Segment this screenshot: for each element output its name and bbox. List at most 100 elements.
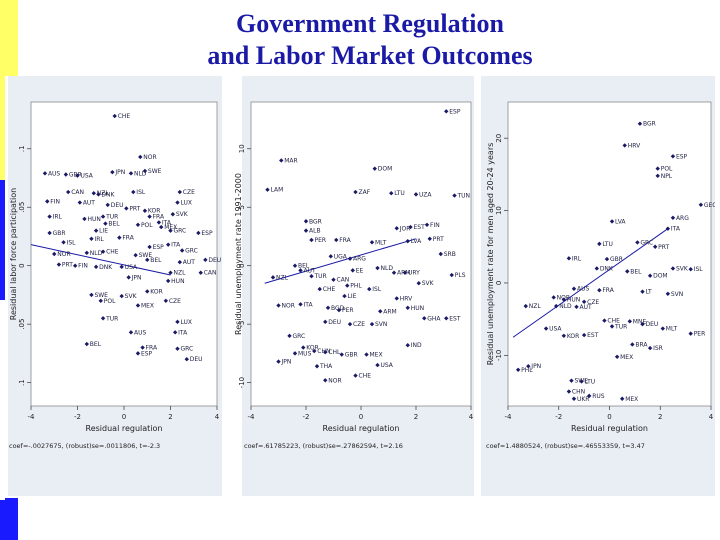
point-label: HUN (87, 216, 100, 223)
data-point (630, 342, 635, 347)
point-label: FIN (430, 222, 440, 229)
point-label: JPN (114, 169, 125, 176)
point-label: CZE (169, 298, 181, 305)
data-point (323, 350, 328, 355)
point-label: KOR (150, 288, 163, 295)
data-point (47, 230, 52, 236)
plot-area (250, 101, 472, 407)
point-label: USA (549, 326, 562, 333)
point-label: DEU (208, 257, 221, 264)
data-point (198, 270, 203, 275)
point-label: NZL (174, 270, 187, 277)
point-label: MLT (375, 239, 387, 246)
data-point (276, 359, 281, 364)
data-point (287, 333, 292, 339)
data-point (647, 273, 653, 278)
regression-note: coef=-.0027675, (robust)se=.0011806, t=-… (9, 442, 160, 450)
data-point (135, 222, 141, 227)
data-point (98, 298, 103, 303)
data-point (449, 272, 454, 278)
data-point (93, 228, 99, 233)
point-label: IND (411, 342, 422, 349)
data-point (640, 322, 645, 327)
data-point (614, 354, 620, 359)
point-label: HUN (171, 278, 184, 285)
point-label: GRC (180, 346, 193, 353)
data-point (670, 154, 676, 159)
data-point (660, 326, 665, 331)
data-point (100, 316, 106, 321)
point-label: NOR (57, 251, 70, 258)
data-point (82, 216, 87, 222)
point-label: SWE (148, 168, 162, 175)
y-tick-label: 0 (18, 263, 26, 267)
data-point (345, 283, 350, 288)
point-label: JPN (281, 359, 292, 366)
point-label: GBR (69, 171, 82, 178)
data-point (394, 226, 399, 231)
data-point (627, 319, 632, 324)
data-point (89, 236, 94, 241)
data-point (566, 389, 572, 394)
data-point (75, 173, 80, 178)
data-point (543, 326, 549, 331)
point-label: EST (449, 315, 461, 322)
data-point (172, 330, 178, 335)
point-label: DOM (653, 273, 668, 280)
slide-title-line-1: Government Regulation (236, 9, 504, 38)
point-label: DEU (190, 356, 203, 363)
data-point (698, 202, 704, 207)
data-point (177, 189, 182, 195)
data-point (196, 230, 201, 236)
point-label: JOR (399, 225, 411, 232)
data-point (72, 263, 78, 268)
x-tick-label: 0 (607, 413, 611, 421)
fit-line (512, 228, 669, 338)
data-point (325, 305, 331, 310)
figure-svg: -4 -2 0 2 4 .1 .05 0 .05 .1 Residual regulation Res… (8, 76, 715, 496)
point-label: TUR (614, 323, 627, 330)
data-point (184, 357, 189, 362)
data-point (619, 396, 625, 401)
data-point (45, 199, 50, 204)
point-label: KOR (148, 208, 161, 215)
point-label: CHN (572, 389, 585, 396)
data-point (179, 248, 185, 253)
point-label: USA (81, 173, 94, 180)
point-label: DNK (99, 264, 113, 271)
point-label: LUX (180, 200, 192, 207)
data-point (375, 362, 380, 368)
y-axis-label: Residual unemployment rate for men aged … (486, 143, 495, 366)
point-label: CAN (71, 189, 84, 196)
data-point (301, 345, 306, 350)
data-point (347, 256, 353, 261)
point-label: FRA (602, 287, 614, 294)
data-point (312, 348, 317, 354)
point-label: BGR (643, 121, 656, 128)
data-point (47, 214, 52, 219)
x-tick-label: -4 (505, 413, 513, 421)
x-tick-label: -4 (248, 413, 256, 421)
point-label: LUX (180, 319, 192, 326)
data-point (424, 222, 430, 227)
point-label: EE (356, 267, 364, 274)
data-point (438, 251, 443, 257)
data-point (165, 242, 171, 247)
point-label: DEU (645, 321, 658, 328)
data-point (61, 240, 66, 245)
data-point (647, 345, 653, 351)
data-point (84, 250, 89, 256)
fit-line (30, 244, 171, 276)
point-label: GRC (185, 247, 198, 254)
y-tick-label: 5 (238, 205, 246, 209)
point-label: PHL (350, 283, 362, 290)
point-label: GRC (640, 239, 653, 246)
data-point (609, 219, 615, 224)
point-label: DNK (600, 265, 614, 272)
y-axis-label: Residual unemployment rate 1991-2000 (234, 173, 243, 335)
point-label: NLD (134, 170, 147, 177)
point-label: SRB (444, 251, 456, 258)
point-label: MEX (164, 224, 177, 231)
point-label: LVA (411, 238, 422, 245)
point-label: KOR (306, 345, 319, 352)
